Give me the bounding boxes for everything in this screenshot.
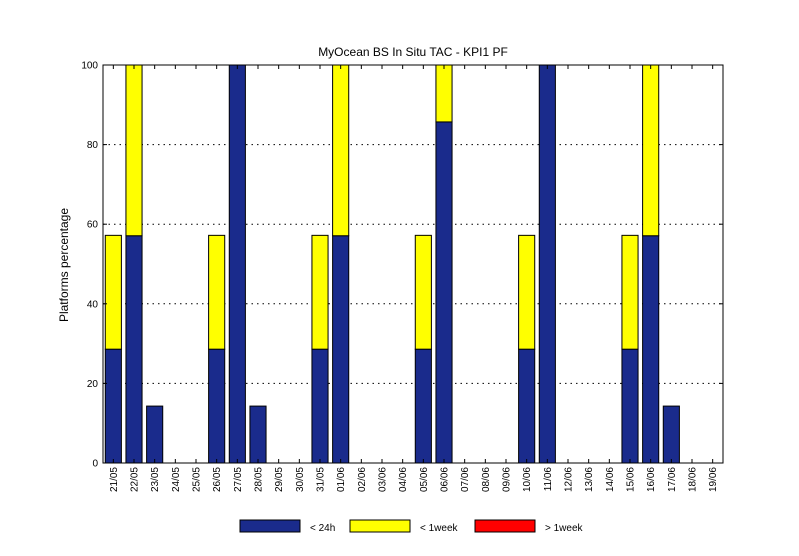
x-tick-label: 31/05 [316, 467, 327, 492]
x-tick-label: 29/05 [274, 467, 285, 492]
x-tick-label: 07/06 [460, 467, 471, 492]
x-tick-label: 14/06 [605, 467, 616, 492]
legend-swatch [474, 519, 536, 533]
x-tick-label: 06/06 [440, 467, 451, 492]
x-tick-label: 22/05 [130, 467, 141, 492]
bar-segment [332, 64, 350, 237]
bar-segment [621, 234, 639, 350]
y-tick-label: 100 [81, 61, 98, 72]
x-tick-label: 01/06 [336, 467, 347, 492]
y-axis: 0 20 40 60 80 100 [81, 61, 723, 470]
x-tick-label: 18/06 [688, 467, 699, 492]
y-tick-label: 20 [87, 379, 99, 390]
x-tick-label: 03/06 [378, 467, 389, 492]
x-tick-label: 17/06 [667, 467, 678, 492]
x-tick-label: 05/06 [419, 467, 430, 492]
x-tick-label: 23/05 [150, 467, 161, 492]
x-tick-label: 27/05 [233, 467, 244, 492]
x-tick-label: 24/05 [171, 467, 182, 492]
bar-segment [621, 348, 639, 464]
x-tick-label: 21/05 [109, 467, 120, 492]
x-tick-label: 09/06 [502, 467, 513, 492]
x-tick-label: 08/06 [481, 467, 492, 492]
x-tick-label: 10/06 [522, 467, 533, 492]
bar-segment [414, 348, 432, 464]
bar-segment [435, 64, 453, 123]
legend-label: > 1week [545, 523, 584, 534]
plot-area-frame [102, 64, 724, 464]
x-tick-label: 28/05 [254, 467, 265, 492]
bar-segment [435, 121, 453, 464]
x-tick-label: 15/06 [626, 467, 637, 492]
y-tick-label: 80 [87, 140, 99, 151]
bar-segment [208, 348, 226, 464]
bar-segment [228, 64, 246, 464]
bar-segment [104, 348, 122, 464]
bar-segment [125, 235, 143, 464]
bar-segment [642, 235, 660, 464]
y-axis-label: Platforms percentage [57, 208, 71, 322]
bar-segment [249, 405, 267, 464]
y-tick-label: 0 [92, 459, 98, 470]
legend-label: < 1week [420, 523, 459, 534]
x-tick-label: 25/05 [192, 467, 203, 492]
bar-segment [311, 348, 329, 464]
legend: < 24h < 1week > 1week [239, 519, 584, 534]
x-tick-label: 19/06 [708, 467, 719, 492]
y-tick-label: 60 [87, 220, 99, 231]
bar-segment [208, 234, 226, 350]
x-tick-label: 12/06 [564, 467, 575, 492]
bar-segment [104, 234, 122, 350]
x-tick-label: 02/06 [357, 467, 368, 492]
bars-layer [104, 64, 680, 464]
x-tick-label: 13/06 [584, 467, 595, 492]
legend-swatch [349, 519, 411, 533]
x-tick-label: 04/06 [398, 467, 409, 492]
x-tick-label: 30/05 [295, 467, 306, 492]
y-tick-label: 40 [87, 299, 99, 310]
x-tick-label: 26/05 [212, 467, 223, 492]
bar-segment [642, 64, 660, 237]
x-axis: 21/05 22/05 23/05 24/05 25/05 26/05 27/05 28/05… [109, 65, 719, 492]
x-tick-label: 11/06 [543, 467, 554, 492]
legend-label: < 24h [310, 523, 335, 534]
bar-segment [662, 405, 680, 464]
x-tick-label: 16/06 [646, 467, 657, 492]
bar-segment [146, 405, 164, 464]
bar-segment [125, 64, 143, 237]
legend-swatch [239, 519, 301, 533]
bar-segment [518, 348, 536, 464]
chart-title: MyOcean BS In Situ TAC - KPI1 PF [318, 45, 508, 59]
bar-segment [538, 64, 556, 464]
bar-segment [414, 234, 432, 350]
bar-segment [332, 235, 350, 464]
bar-segment [311, 234, 329, 350]
bar-segment [518, 234, 536, 350]
